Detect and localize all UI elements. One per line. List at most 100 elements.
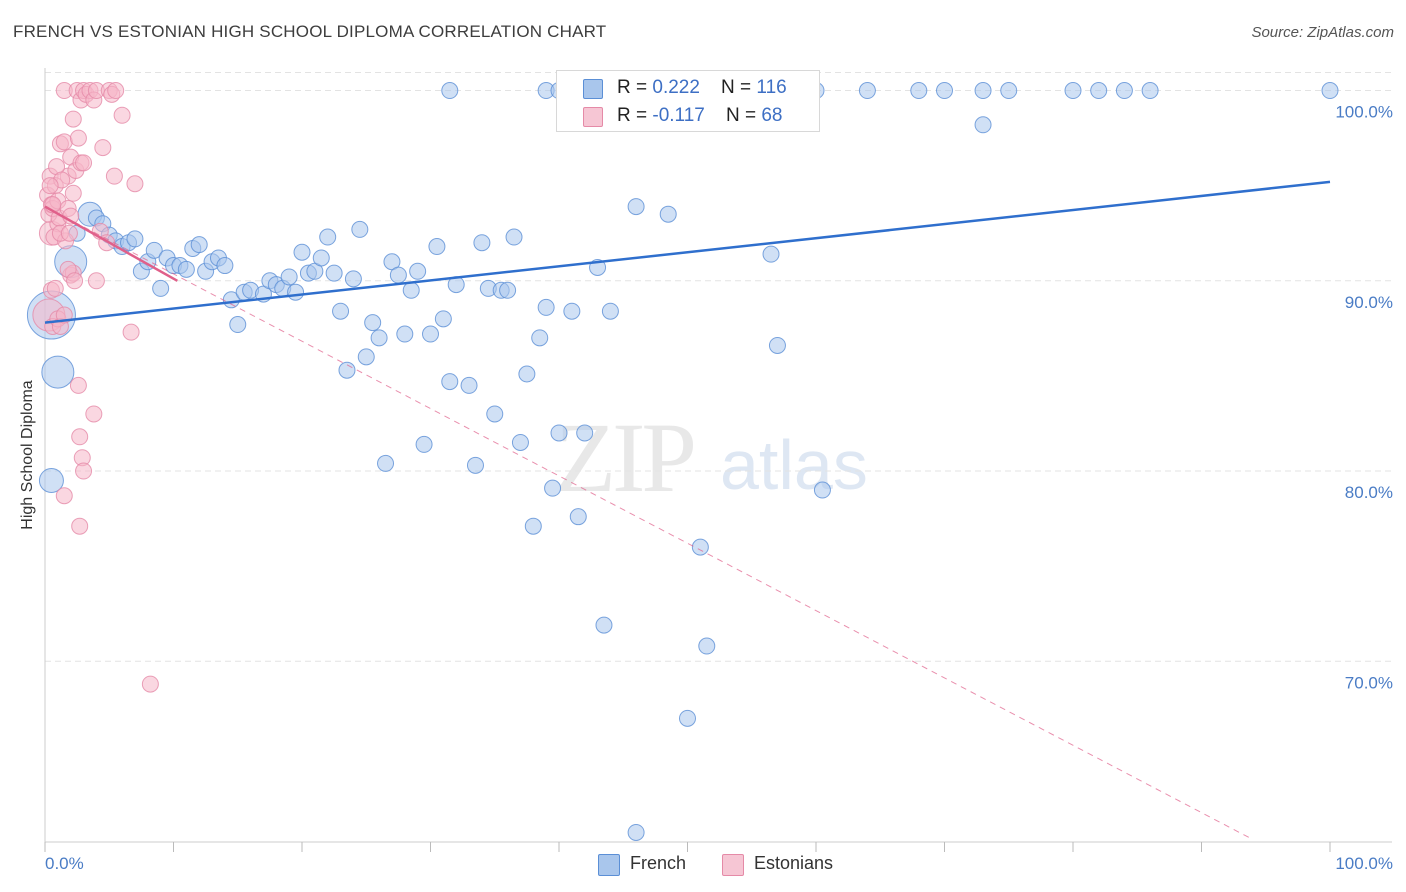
legend-swatch-french — [583, 79, 603, 99]
french-point — [344, 270, 362, 288]
estonian-point — [71, 428, 89, 446]
estonian-point — [55, 133, 73, 151]
french-point — [974, 116, 992, 134]
french-point — [595, 616, 613, 634]
french-point — [486, 405, 504, 423]
french-point — [1141, 82, 1159, 100]
french-point — [409, 262, 427, 280]
estonian-point — [126, 175, 144, 193]
y-tick-label: 70.0% — [1345, 673, 1393, 692]
french-point — [441, 373, 459, 391]
french-point — [126, 230, 144, 248]
french-point — [422, 325, 439, 343]
french-point — [1000, 82, 1018, 100]
legend-r-label: R = — [617, 77, 653, 98]
french-point — [518, 365, 536, 383]
french-point — [41, 355, 75, 389]
legend-text-estonians: R = -0.117 N = 68 — [617, 105, 782, 127]
estonian-trendline — [44, 205, 178, 282]
french-point — [627, 823, 645, 841]
legend-n-value-french: 116 — [756, 77, 787, 98]
french-point — [190, 236, 208, 254]
french-point — [537, 298, 555, 316]
french-point — [768, 336, 786, 354]
french-point — [38, 468, 64, 494]
french-point — [325, 264, 343, 282]
x-tick-label: 0.0% — [45, 854, 84, 873]
french-point — [402, 281, 420, 299]
series-swatch-french — [598, 854, 620, 876]
estonian-trendline-extension — [44, 206, 1251, 839]
estonian-point — [55, 487, 73, 505]
estonian-point — [107, 82, 125, 100]
french-point — [396, 325, 414, 343]
estonian-point — [94, 139, 112, 157]
estonian-point — [87, 272, 105, 290]
estonian-point — [141, 675, 159, 693]
french-point — [319, 228, 337, 246]
french-point — [287, 283, 305, 301]
estonian-point — [75, 154, 93, 172]
estonian-point — [69, 376, 87, 394]
french-point — [1090, 82, 1108, 100]
french-trendline — [44, 180, 1331, 324]
legend-text-french: R = 0.222 N = 116 — [617, 77, 787, 99]
french-point — [576, 424, 594, 442]
legend-r-value-french: 0.222 — [652, 77, 700, 98]
source-label: Source: ZipAtlas.com — [1251, 24, 1394, 41]
stats-legend: R = 0.222 N = 116 R = -0.117 N = 68 — [556, 70, 820, 132]
french-point — [813, 481, 831, 499]
estonian-point — [69, 129, 87, 147]
french-point — [524, 517, 542, 535]
french-point — [280, 268, 298, 286]
french-point — [364, 314, 382, 332]
french-point — [357, 348, 375, 366]
legend-row-french: R = 0.222 N = 116 — [557, 75, 819, 103]
estonian-point — [46, 279, 64, 297]
watermark-atlas: atlas — [720, 426, 868, 504]
french-point — [145, 241, 163, 259]
estonian-point — [66, 272, 84, 290]
french-point — [351, 220, 369, 238]
french-point — [312, 249, 330, 267]
french-point — [936, 82, 953, 100]
series-label-french: French — [630, 853, 687, 873]
french-point — [505, 228, 523, 246]
french-point — [550, 424, 568, 442]
french-point — [216, 257, 234, 275]
estonian-point — [85, 405, 103, 423]
french-point — [499, 281, 517, 299]
french-point — [544, 479, 562, 497]
french-point — [858, 82, 876, 100]
y-tick-label: 90.0% — [1345, 293, 1393, 312]
french-point — [659, 205, 677, 223]
french-point — [627, 198, 645, 216]
series-label-estonians: Estonians — [754, 853, 834, 873]
french-point — [338, 361, 356, 379]
french-point — [1115, 82, 1133, 100]
legend-n-label: N = — [721, 77, 757, 98]
french-point — [415, 435, 433, 453]
french-point — [698, 637, 716, 655]
french-point — [511, 433, 529, 451]
tick-labels: 70.0% 80.0% 90.0% 100.0% 0.0% 100.0% — [45, 103, 1393, 873]
estonian-point — [113, 106, 131, 124]
french-point — [434, 310, 452, 328]
french-points — [26, 82, 1339, 841]
french-point — [377, 454, 395, 472]
french-point — [177, 260, 195, 278]
series-swatch-estonians — [722, 854, 744, 876]
french-point — [679, 709, 696, 727]
french-point — [762, 245, 780, 263]
french-point — [428, 238, 446, 256]
watermark-zip: ZIP — [555, 402, 697, 513]
french-point — [531, 329, 549, 347]
french-point — [910, 82, 928, 100]
legend-swatch-estonians — [583, 107, 603, 127]
legend-r-value-estonians: -0.117 — [652, 105, 705, 126]
french-point — [1321, 82, 1339, 100]
legend-row-estonians: R = -0.117 N = 68 — [557, 103, 819, 131]
estonian-point — [60, 224, 78, 242]
french-point — [441, 82, 459, 100]
